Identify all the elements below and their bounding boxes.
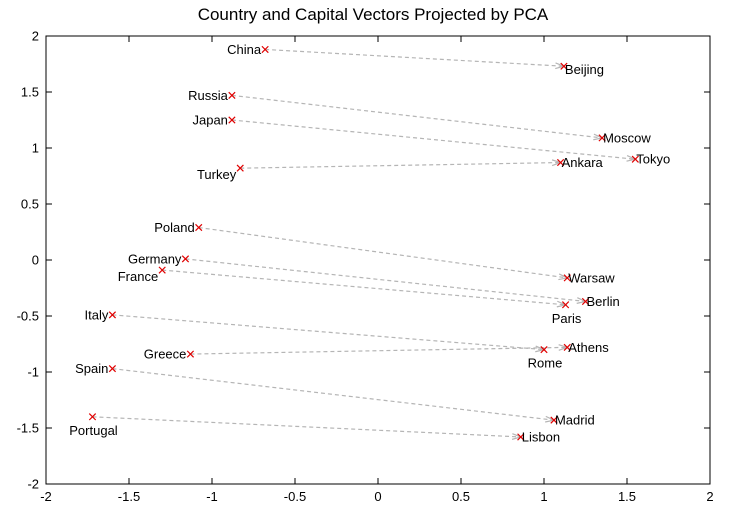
capital-label: Warsaw [568,270,615,285]
capital-label: Moscow [603,130,651,145]
capital-marker [563,274,571,282]
arrow-turkey-to-ankara [240,159,563,169]
country-label: Greece [144,347,187,362]
x-tick-label: -2 [40,489,52,504]
capital-marker [631,155,639,163]
country-marker [181,255,190,263]
y-tick-label: 1 [32,141,39,156]
chart-title: Country and Capital Vectors Projected by… [198,5,549,24]
arrow-greece-to-athens [190,344,570,355]
y-tick-label: 0 [32,253,39,268]
y-tick-label: 1.5 [21,85,39,100]
capital-marker [556,158,565,167]
y-tick-label: 0.5 [21,197,39,212]
capital-label: Ankara [562,155,604,170]
x-tick-label: -0.5 [284,489,306,504]
country-marker [186,350,195,358]
country-label: Spain [75,361,108,376]
country-marker [228,116,236,124]
y-tick-label: -1 [27,365,39,380]
plot-frame [45,35,711,485]
country-marker [228,91,236,99]
country-marker [88,413,97,421]
arrow-poland-to-warsaw [198,226,570,281]
capital-label: Athens [568,340,609,355]
capital-label: Lisbon [522,429,560,444]
x-tick-label: 1.5 [618,489,636,504]
capital-marker [598,134,606,142]
arrow-france-to-paris [162,269,568,308]
x-tick-label: -1 [206,489,218,504]
points-layer: China Beijing Russia Moscow Japan Tokyo Turkey… [69,42,670,445]
capital-label: Berlin [587,294,620,309]
x-tick-label: 0.5 [452,489,470,504]
country-label: Russia [188,88,229,103]
arrow-china-to-beijing [265,48,566,70]
arrow-russia-to-moscow [231,94,604,141]
arrow-germany-to-berlin [185,258,588,304]
capital-marker [550,416,558,424]
y-tick-label: -0.5 [17,309,39,324]
capital-marker [517,433,525,441]
y-tick-label: 2 [32,29,39,44]
country-label: Portugal [69,423,118,438]
country-label: France [118,269,158,284]
capital-marker [560,62,568,70]
country-marker [108,365,117,373]
x-tick-label: 1 [540,489,547,504]
capital-label: Tokyo [636,152,670,167]
x-tick-label: -1.5 [118,489,140,504]
capital-marker [561,301,570,309]
arrow-portugal-to-lisbon [92,416,523,440]
capital-label: Rome [528,356,563,371]
capital-marker [540,345,548,354]
capital-label: Paris [552,311,582,326]
country-marker [108,311,117,319]
country-marker [158,266,166,274]
country-label: Japan [192,113,227,128]
ticks-layer: -2 -1.5 -1 -0.5 0 0.5 1 1.5 2 2 1.5 1 0.5 0 -0.5 -1 -1.5… [17,29,714,505]
capital-marker [563,343,571,351]
country-label: Turkey [197,167,237,182]
x-tick-label: 0 [374,489,381,504]
capital-label: Beijing [565,62,604,77]
country-label: Italy [85,307,109,322]
x-tick-label: 2 [706,489,713,504]
arrows-layer [92,48,638,440]
arrow-spain-to-madrid [112,368,556,423]
country-marker [195,223,203,232]
country-marker [236,164,244,172]
country-label: Germany [128,251,182,266]
capital-label: Madrid [555,413,595,428]
capital-marker [581,297,590,306]
country-label: China [227,42,262,57]
y-tick-label: -2 [27,477,39,492]
y-tick-label: -1.5 [17,421,39,436]
country-marker [261,45,269,54]
country-label: Poland [154,220,194,235]
